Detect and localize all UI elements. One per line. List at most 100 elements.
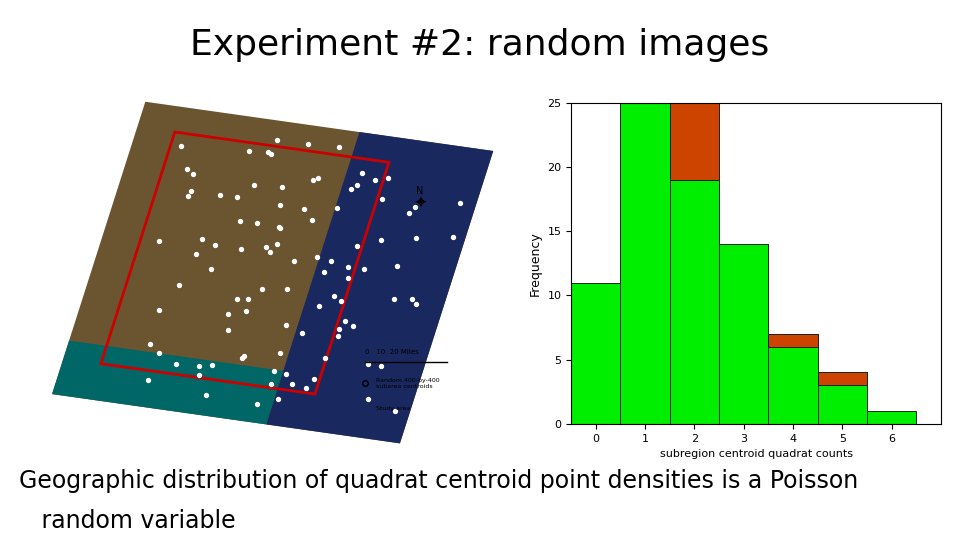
Point <box>343 185 358 194</box>
Point <box>220 310 235 319</box>
Point <box>199 391 214 400</box>
Point <box>297 205 312 214</box>
Text: Geographic distribution of quadrat centroid point densities is a Poisson: Geographic distribution of quadrat centr… <box>19 469 858 493</box>
Point <box>408 233 423 242</box>
Point <box>229 294 245 303</box>
Point <box>284 380 300 388</box>
Point <box>408 300 423 309</box>
Point <box>310 173 325 182</box>
Point <box>191 370 206 379</box>
Point <box>311 302 326 310</box>
Point <box>341 273 356 282</box>
Bar <box>768 334 818 424</box>
Point <box>326 292 342 300</box>
Point <box>173 142 188 151</box>
Point <box>330 332 346 341</box>
Point <box>247 180 262 189</box>
Point <box>374 194 390 203</box>
Point <box>266 367 281 375</box>
Point <box>152 237 167 245</box>
Bar <box>363 403 376 413</box>
Point <box>356 265 372 274</box>
Point <box>324 257 339 266</box>
Point <box>286 256 301 265</box>
Point <box>372 236 388 245</box>
Bar <box>818 373 867 386</box>
Point <box>404 295 420 303</box>
Point <box>258 243 274 252</box>
Point <box>294 328 309 337</box>
Point <box>152 306 167 314</box>
Point <box>234 354 250 363</box>
Point <box>195 235 210 244</box>
Point <box>204 265 219 274</box>
Point <box>372 362 388 370</box>
Point <box>331 143 347 152</box>
Bar <box>867 411 916 424</box>
Point <box>305 176 321 184</box>
Point <box>180 165 195 173</box>
Point <box>212 191 228 199</box>
Point <box>349 241 365 250</box>
Text: Random 400-by-400
subarea centroids: Random 400-by-400 subarea centroids <box>376 378 440 389</box>
Point <box>232 217 248 225</box>
Point <box>254 284 270 293</box>
Bar <box>719 244 768 424</box>
Bar <box>670 25 719 180</box>
Point <box>360 394 375 403</box>
Point <box>316 268 331 277</box>
Point <box>318 354 333 362</box>
Point <box>270 395 285 404</box>
Point <box>275 183 290 192</box>
Point <box>300 140 315 149</box>
Text: random variable: random variable <box>19 509 236 533</box>
Point <box>279 285 295 293</box>
Point <box>236 352 252 360</box>
Point <box>151 349 166 357</box>
Point <box>408 203 423 212</box>
Point <box>142 340 157 348</box>
Point <box>273 349 288 357</box>
Point <box>188 249 204 258</box>
Point <box>333 296 348 305</box>
Point <box>270 240 285 248</box>
Point <box>221 326 236 335</box>
Point <box>355 169 371 178</box>
Point <box>273 224 288 232</box>
Point <box>242 147 257 156</box>
Point <box>278 369 294 378</box>
Point <box>306 375 322 383</box>
Point <box>387 407 402 415</box>
Point <box>278 321 294 329</box>
Bar <box>571 282 620 424</box>
Point <box>204 361 220 369</box>
Point <box>229 192 245 201</box>
Point <box>360 359 375 368</box>
Point <box>180 192 196 200</box>
Text: Experiment #2: random images: Experiment #2: random images <box>190 28 770 62</box>
Point <box>183 186 199 195</box>
Point <box>260 148 276 157</box>
Point <box>240 294 255 303</box>
Point <box>185 170 201 178</box>
Bar <box>670 25 719 424</box>
Point <box>348 180 364 189</box>
Point <box>304 215 320 224</box>
Point <box>270 136 285 144</box>
Text: N: N <box>417 186 423 196</box>
Point <box>250 400 265 408</box>
Point <box>452 199 468 207</box>
Bar <box>818 373 867 424</box>
Point <box>207 241 223 249</box>
Point <box>386 295 401 303</box>
Point <box>401 209 417 218</box>
Point <box>272 201 287 210</box>
Point <box>337 316 352 325</box>
Point <box>192 362 207 370</box>
Point <box>168 360 183 368</box>
Point <box>341 262 356 271</box>
Point <box>299 384 314 393</box>
Point <box>171 280 186 289</box>
Point <box>264 380 279 389</box>
Bar <box>620 25 670 424</box>
